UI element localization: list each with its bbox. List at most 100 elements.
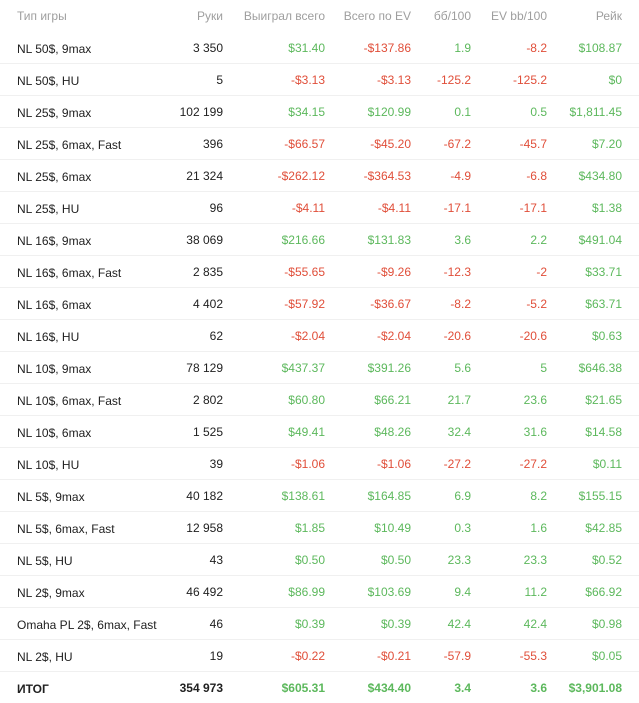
ev-total-cell: $10.49: [325, 512, 411, 544]
ev-bb100-cell: -6.8: [471, 160, 547, 192]
hands-cell: 1 525: [175, 416, 223, 448]
ev-total-cell: $164.85: [325, 480, 411, 512]
hands-cell: 39: [175, 448, 223, 480]
ev-total-cell: -$1.06: [325, 448, 411, 480]
hands-cell: 4 402: [175, 288, 223, 320]
rake-cell: $0.98: [547, 608, 639, 640]
game-type-cell: NL 10$, HU: [0, 448, 175, 480]
ev-bb100-cell: -45.7: [471, 128, 547, 160]
won-total-cell: -$0.22: [223, 640, 325, 672]
rake-cell: $0.11: [547, 448, 639, 480]
bb100-cell: 3.6: [411, 224, 471, 256]
ev-total-cell: -$2.04: [325, 320, 411, 352]
hands-cell: 21 324: [175, 160, 223, 192]
ev-bb100-cell: -2: [471, 256, 547, 288]
hands-cell: 102 199: [175, 96, 223, 128]
hands-cell: 2 835: [175, 256, 223, 288]
hands-cell: 46: [175, 608, 223, 640]
ev-bb100-cell: 23.6: [471, 384, 547, 416]
game-type-cell: NL 10$, 6max: [0, 416, 175, 448]
rake-cell: $7.20: [547, 128, 639, 160]
won-total-cell: $60.80: [223, 384, 325, 416]
won-total-cell: -$3.13: [223, 64, 325, 96]
hands-cell: 396: [175, 128, 223, 160]
hands-cell: 96: [175, 192, 223, 224]
hands-cell: 19: [175, 640, 223, 672]
header-won-total[interactable]: Выиграл всего: [223, 0, 325, 32]
game-type-cell: Omaha PL 2$, 6max, Fast: [0, 608, 175, 640]
ev-total-cell: -$9.26: [325, 256, 411, 288]
ev-total-cell: $48.26: [325, 416, 411, 448]
bb100-cell: -20.6: [411, 320, 471, 352]
won-total-cell: $31.40: [223, 32, 325, 64]
header-ev-bb100[interactable]: EV bb/100: [471, 0, 547, 32]
won-total-cell: -$57.92: [223, 288, 325, 320]
rake-cell: $1.38: [547, 192, 639, 224]
ev-bb100-cell: 5: [471, 352, 547, 384]
ev-bb100-cell: -20.6: [471, 320, 547, 352]
header-bb100[interactable]: бб/100: [411, 0, 471, 32]
game-type-cell: NL 10$, 9max: [0, 352, 175, 384]
hands-cell: 46 492: [175, 576, 223, 608]
ev-bb100-cell: 11.2: [471, 576, 547, 608]
hands-cell: 43: [175, 544, 223, 576]
game-type-cell: NL 16$, 6max: [0, 288, 175, 320]
rake-cell: $1,811.45: [547, 96, 639, 128]
game-type-cell: NL 25$, HU: [0, 192, 175, 224]
hands-cell: 38 069: [175, 224, 223, 256]
won-total-cell: $86.99: [223, 576, 325, 608]
ev-bb100-cell: 3.6: [471, 672, 547, 703]
header-ev-total[interactable]: Всего по EV: [325, 0, 411, 32]
ev-total-cell: -$137.86: [325, 32, 411, 64]
bb100-cell: -125.2: [411, 64, 471, 96]
ev-bb100-cell: 23.3: [471, 544, 547, 576]
ev-bb100-cell: -27.2: [471, 448, 547, 480]
header-hands[interactable]: Руки: [175, 0, 223, 32]
game-type-cell: NL 2$, HU: [0, 640, 175, 672]
game-type-cell: NL 2$, 9max: [0, 576, 175, 608]
bb100-cell: 6.9: [411, 480, 471, 512]
header-rake[interactable]: Рейк: [547, 0, 639, 32]
rake-cell: $3,901.08: [547, 672, 639, 703]
ev-bb100-cell: 1.6: [471, 512, 547, 544]
game-type-cell: NL 25$, 9max: [0, 96, 175, 128]
hands-cell: 40 182: [175, 480, 223, 512]
ev-total-cell: -$3.13: [325, 64, 411, 96]
bb100-cell: -12.3: [411, 256, 471, 288]
header-row: Тип игры Руки Выиграл всего Всего по EV …: [0, 0, 639, 32]
rake-cell: $0.52: [547, 544, 639, 576]
hands-cell: 62: [175, 320, 223, 352]
ev-bb100-cell: -55.3: [471, 640, 547, 672]
game-type-cell: NL 25$, 6max: [0, 160, 175, 192]
bb100-cell: -67.2: [411, 128, 471, 160]
table-header: Тип игры Руки Выиграл всего Всего по EV …: [0, 0, 639, 32]
ev-total-cell: $434.40: [325, 672, 411, 703]
won-total-cell: $0.39: [223, 608, 325, 640]
header-game-type[interactable]: Тип игры: [0, 0, 175, 32]
ev-total-cell: $0.39: [325, 608, 411, 640]
rake-cell: $646.38: [547, 352, 639, 384]
ev-total-cell: $391.26: [325, 352, 411, 384]
